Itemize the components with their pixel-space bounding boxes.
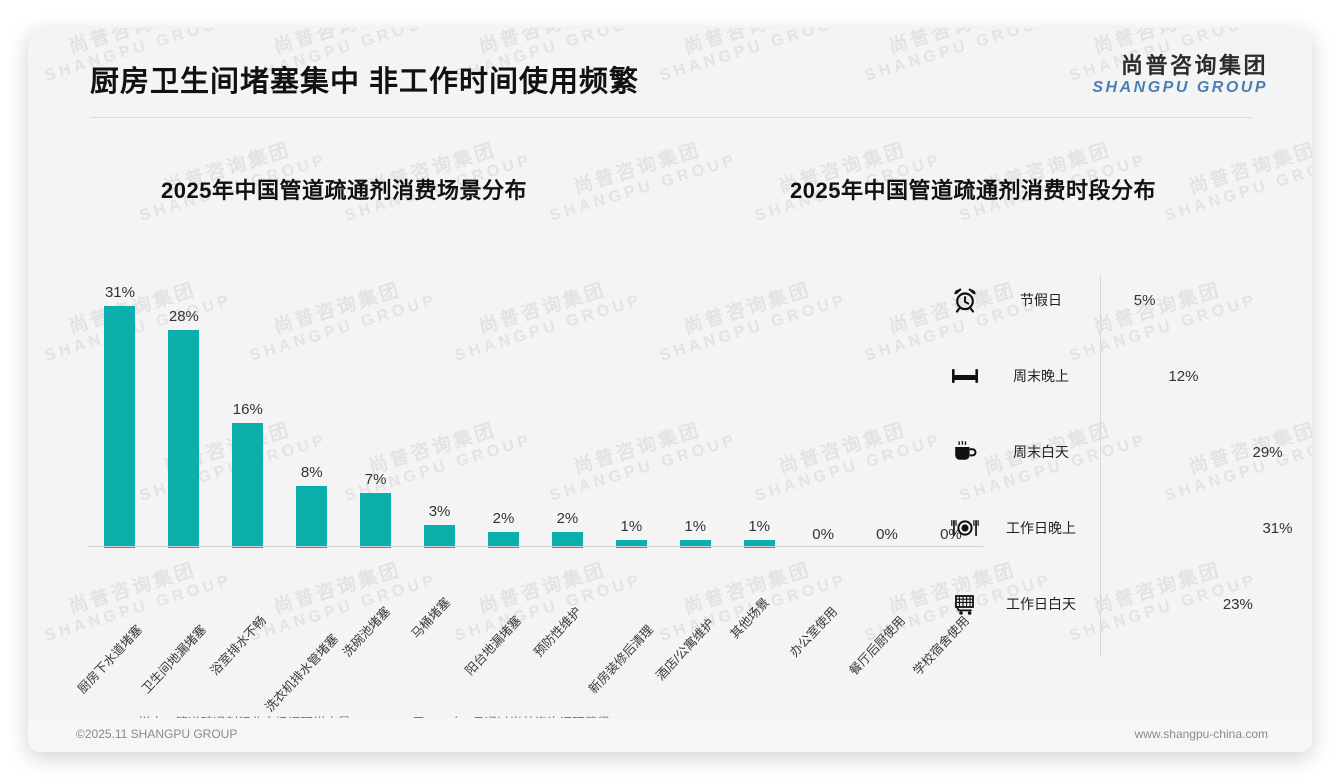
bar-value-label: 29% — [1252, 443, 1283, 461]
timeslot-bar-chart: 节假日 5% 周末晚上 12% 周末白天 29% 工作日晚上 31% 工作日白天 23% — [943, 276, 1303, 656]
bar-value-label: 5% — [1133, 291, 1156, 309]
timeslot-bar-wrap: 31% — [1095, 520, 1303, 537]
bed-icon — [943, 366, 987, 386]
bar-column[interactable]: 1% — [727, 253, 791, 548]
bar[interactable] — [424, 524, 456, 548]
coffee-mug-icon — [943, 439, 987, 465]
bar-column[interactable]: 8% — [280, 253, 344, 548]
bar-value-label: 12% — [1168, 367, 1199, 385]
bar[interactable] — [168, 329, 200, 548]
right-chart-title: 2025年中国管道疏通剂消费时段分布 — [790, 178, 1156, 203]
timeslot-label: 周末白天 — [1013, 444, 1069, 460]
bar-column[interactable]: 1% — [663, 253, 727, 548]
timeslot-label: 周末晚上 — [1013, 368, 1069, 384]
category-label-cell: 厨房下水道堵塞 — [75, 550, 152, 697]
bar-value-label: 3% — [428, 502, 451, 520]
slide-card: 尚普咨询集团 SHANGPU GROUP 尚普咨询集团 SHANGPU GROUP 尚普… — [28, 28, 1312, 752]
bar-value-label: 0% — [940, 526, 962, 543]
bar-value-label: 0% — [812, 526, 834, 543]
bar-column[interactable]: 2% — [535, 253, 599, 548]
website-link[interactable]: www.shangpu-china.com — [1134, 727, 1268, 741]
bar[interactable] — [615, 540, 647, 548]
bar[interactable] — [360, 493, 392, 548]
bar-column[interactable]: 16% — [216, 253, 280, 548]
category-label-cell: 阳台地漏堵塞 — [463, 550, 536, 678]
brand-name-en: SHANGPU GROUP — [1092, 79, 1268, 97]
timeslot-bar-wrap: 12% — [1095, 368, 1303, 385]
timeslot-row[interactable]: 周末晚上 12% — [943, 352, 1303, 400]
bar-value-label: 16% — [232, 401, 263, 419]
category-label-cell: 其他场景 — [727, 550, 791, 670]
bar-value-label: 28% — [168, 307, 199, 325]
bar[interactable] — [679, 540, 711, 548]
timeslot-label: 工作日白天 — [1006, 596, 1076, 612]
slide-footer: ©2025.11 SHANGPU GROUP www.shangpu-china… — [28, 718, 1312, 752]
bar-value-label: 8% — [300, 463, 323, 481]
timeslot-row[interactable]: 周末白天 29% — [943, 428, 1303, 476]
timeslot-label: 节假日 — [1020, 292, 1062, 308]
header-divider — [90, 117, 1252, 118]
bar-value-label: 23% — [1222, 595, 1253, 613]
timeslot-bar-wrap: 23% — [1095, 596, 1303, 613]
dining-icon — [943, 516, 987, 540]
timeslot-row[interactable]: 工作日晚上 31% — [943, 504, 1303, 552]
scene-bar-chart: 31% 28% 16% 8% 7% 3% 2% 2% 1% 1% 1% 0% 0% 0% — [88, 253, 983, 548]
bar[interactable] — [232, 423, 264, 548]
category-label-cell: 办公室使用 — [787, 550, 855, 670]
brand-name-cn: 尚普咨询集团 — [1120, 53, 1268, 78]
timeslot-chart-axis — [1100, 276, 1101, 656]
bar[interactable] — [104, 306, 136, 548]
copyright-text: ©2025.11 SHANGPU GROUP — [76, 727, 238, 741]
timeslot-row[interactable]: 节假日 5% — [943, 276, 1303, 324]
timeslot-row[interactable]: 工作日白天 23% — [943, 580, 1303, 628]
alarm-clock-icon — [943, 287, 987, 313]
charts-area: 2025年中国管道疏通剂消费场景分布 2025年中国管道疏通剂消费时段分布 31… — [28, 28, 1312, 752]
category-label-cell: 洗碗池堵塞 — [340, 550, 408, 670]
left-chart-title: 2025年中国管道疏通剂消费场景分布 — [161, 178, 527, 203]
bar-column[interactable]: 0% — [919, 253, 983, 548]
bar-column[interactable]: 28% — [152, 253, 216, 548]
category-label-cell: 新房装修后清理 — [586, 550, 663, 697]
bar-value-label: 1% — [748, 518, 771, 536]
timeslot-bar-wrap: 29% — [1095, 444, 1303, 461]
bar-value-label: 2% — [492, 510, 515, 528]
bar-value-label: 0% — [876, 526, 898, 543]
page-title: 厨房卫生间堵塞集中 非工作时间使用频繁 — [90, 66, 640, 98]
bar[interactable] — [551, 532, 583, 548]
scene-chart-category-labels: 厨房下水道堵塞 卫生间地漏堵塞 浴室排水不畅 洗衣机排水管堵塞 洗碗池堵塞 马桶堵塞 阳台地… — [75, 550, 983, 715]
brand-logo: 尚普咨询集团 SHANGPU GROUP — [1092, 53, 1268, 98]
category-label-cell: 马桶堵塞 — [408, 550, 472, 670]
bar-column[interactable]: 2% — [472, 253, 536, 548]
bar[interactable] — [487, 532, 519, 548]
category-label-cell: 卫生间地漏堵塞 — [139, 550, 216, 697]
bar-value-label: 7% — [364, 471, 387, 489]
bar-value-label: 1% — [620, 518, 643, 536]
bar-value-label: 1% — [684, 518, 707, 536]
bar-column[interactable]: 31% — [88, 253, 152, 548]
bar-column[interactable]: 1% — [599, 253, 663, 548]
bar-column[interactable]: 0% — [855, 253, 919, 548]
category-label-cell: 洗衣机排水管堵塞 — [262, 550, 344, 715]
category-label-cell: 预防性维护 — [532, 550, 599, 670]
timeslot-label: 工作日晚上 — [1006, 520, 1076, 536]
bar-value-label: 31% — [104, 284, 135, 302]
bar-value-label: 2% — [556, 510, 579, 528]
bar-column[interactable]: 7% — [344, 253, 408, 548]
bar[interactable] — [743, 540, 775, 548]
scene-chart-baseline — [88, 546, 983, 547]
timeslot-bar-wrap: 5% — [1095, 292, 1303, 309]
category-label-cell: 浴室排水不畅 — [207, 550, 280, 678]
bar-column[interactable]: 0% — [791, 253, 855, 548]
slide-header: 厨房卫生间堵塞集中 非工作时间使用频繁 尚普咨询集团 SHANGPU GROUP — [28, 28, 1312, 116]
bar-column[interactable]: 3% — [408, 253, 472, 548]
category-label-cell: 酒店/公寓维护 — [654, 550, 727, 683]
bar[interactable] — [296, 485, 328, 548]
bar-value-label: 31% — [1262, 519, 1293, 537]
category-label-cell: 餐厅后厨使用 — [847, 550, 919, 678]
shopping-cart-icon — [943, 591, 987, 617]
